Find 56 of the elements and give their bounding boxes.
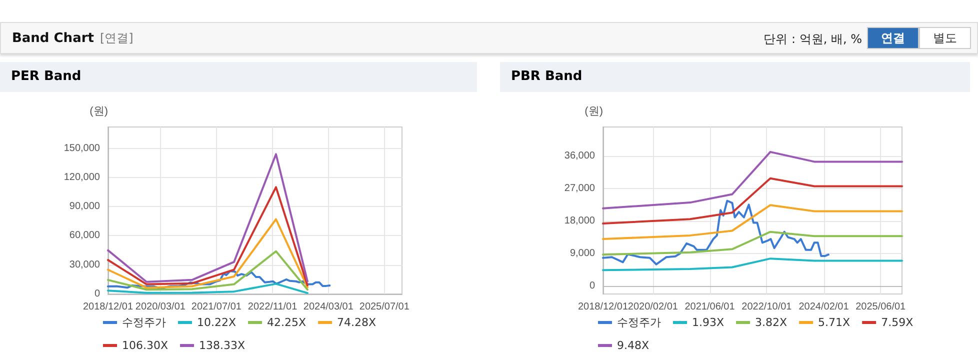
line-series <box>602 230 903 256</box>
line-series <box>107 186 308 286</box>
legend-label: 수정주가 <box>617 316 661 329</box>
y-tick-label: 30,000 <box>69 259 100 270</box>
legend-label: 1.93X <box>692 316 724 329</box>
legend-label: 7.59X <box>881 316 914 329</box>
x-tick-label: 2020/02/01 <box>628 302 678 312</box>
chart-title: PER Band <box>0 62 477 92</box>
y-tick-label: 0 <box>589 280 596 292</box>
y-axis-title: (원) <box>90 106 108 118</box>
toggle-button: 연결 <box>867 27 919 49</box>
line-series <box>602 200 830 266</box>
line-series <box>602 150 903 210</box>
toggle-button: 별도 <box>919 27 971 49</box>
x-tick-label: 2024/02/01 <box>798 302 850 312</box>
y-tick-label: 9,000 <box>570 248 596 260</box>
y-tick-label: 36,000 <box>564 150 596 162</box>
y-tick-label: 18,000 <box>564 215 596 226</box>
text: [연결] <box>100 31 134 45</box>
legend-label: 42.25X <box>267 316 307 329</box>
line-series <box>602 177 903 225</box>
y-tick-label: 27,000 <box>564 182 596 194</box>
x-tick-label: 2025/07/01 <box>359 302 410 312</box>
legend-label: 3.82X <box>755 316 788 329</box>
x-tick-label: 2021/07/01 <box>191 302 242 312</box>
y-tick-label: 0 <box>94 288 100 300</box>
line-series <box>107 153 308 283</box>
y-tick-label: 60,000 <box>69 230 100 242</box>
legend-label: 10.22X <box>197 316 236 329</box>
legend-label: 74.28X <box>337 316 377 329</box>
y-axis-title: (원) <box>584 106 603 118</box>
line-series <box>107 250 308 291</box>
text: Band Chart <box>12 31 94 46</box>
x-tick-label: 2018/12/01 <box>578 302 628 312</box>
legend-label: 수정주가 <box>122 316 166 329</box>
legend-label: 106.30X <box>122 339 168 352</box>
legend-label: 5.71X <box>818 316 851 329</box>
x-tick-label: 2022/11/01 <box>248 302 298 312</box>
x-tick-label: 2018/12/01 <box>82 302 134 312</box>
chart-title: PBR Band <box>500 62 970 92</box>
line-series <box>107 282 308 294</box>
legend-label: 9.48X <box>617 339 650 352</box>
x-tick-label: 2024/03/01 <box>303 302 354 312</box>
line-series <box>602 204 903 240</box>
legend-label: 138.33X <box>199 339 246 352</box>
y-tick-label: 150,000 <box>64 142 100 154</box>
text: 단위 : 억원, 배, % <box>764 31 862 48</box>
y-tick-label: 90,000 <box>69 201 100 212</box>
x-tick-label: 2025/06/01 <box>856 302 906 312</box>
line-series <box>107 218 308 289</box>
x-tick-label: 2022/10/01 <box>742 302 792 312</box>
line-series <box>107 270 331 290</box>
x-tick-label: 2021/06/01 <box>684 302 736 312</box>
x-tick-label: 2020/03/01 <box>135 302 186 312</box>
y-tick-label: 120,000 <box>64 172 100 183</box>
line-series <box>602 258 903 272</box>
